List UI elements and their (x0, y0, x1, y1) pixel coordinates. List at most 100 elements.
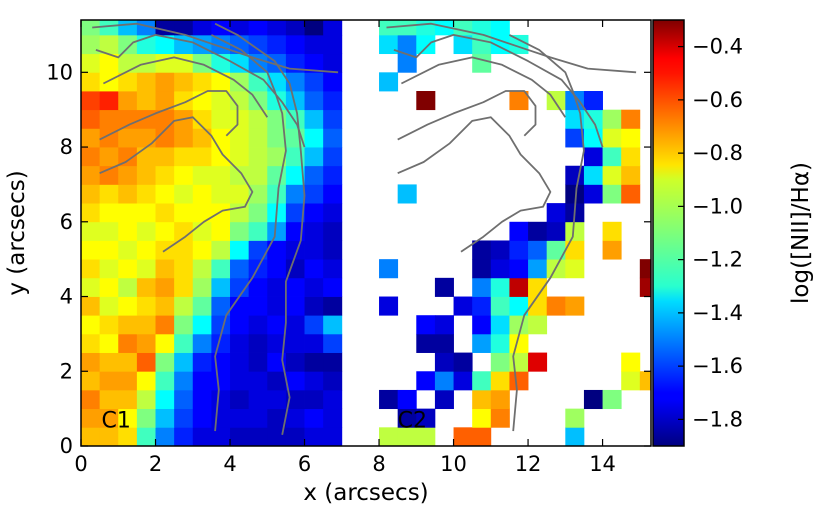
heatmap-cell-c2 (509, 259, 529, 279)
heatmap-cell-c2 (583, 165, 603, 185)
heatmap-cell-c1 (81, 371, 101, 391)
heatmap-cell-c2 (472, 259, 492, 279)
heatmap-cell-c1 (230, 277, 250, 297)
x-tick-label: 8 (372, 452, 385, 476)
heatmap-cell-c1 (248, 315, 268, 335)
heatmap-cell-c1 (285, 333, 305, 353)
heatmap-cell-c1 (230, 240, 250, 260)
heatmap-cell-c1 (136, 147, 156, 167)
heatmap-cell-c1 (99, 20, 119, 36)
heatmap-cell-c1 (81, 408, 101, 428)
heatmap-cell-c1 (230, 72, 250, 92)
heatmap-cell-c1 (136, 165, 156, 185)
heatmap-cell-c1 (285, 277, 305, 297)
heatmap-cell-c2 (434, 352, 454, 372)
heatmap-cell-c1 (155, 427, 175, 446)
contour-line (210, 34, 287, 432)
heatmap-cell-c2 (453, 296, 473, 316)
heatmap-cell-c2 (490, 315, 510, 335)
heatmap-cell-c1 (211, 371, 231, 391)
heatmap-cell-c1 (248, 184, 268, 204)
heatmap-cell-c2 (472, 20, 492, 36)
heatmap-cell-c1 (285, 91, 305, 111)
heatmap-cell-c1 (136, 333, 156, 353)
heatmap-cell-c1 (323, 165, 343, 185)
heatmap-cell-c1 (192, 128, 212, 148)
heatmap-cell-c1 (230, 91, 250, 111)
heatmap-cell-c1 (174, 259, 194, 279)
heatmap-cell-c1 (136, 20, 156, 36)
contour-line (102, 56, 269, 118)
heatmap-cell-c2 (621, 165, 641, 185)
heatmap-cell-c2 (490, 296, 510, 316)
heatmap-cell-c1 (81, 277, 101, 297)
contour-line (400, 56, 567, 118)
heatmap-cell-c2 (621, 184, 641, 204)
heatmap-cell-c1 (267, 315, 287, 335)
heatmap-cell-c1 (248, 277, 268, 297)
heatmap-cell-c1 (99, 296, 119, 316)
heatmap-cell-c1 (118, 165, 138, 185)
heatmap-cell-c1 (155, 34, 175, 55)
heatmap-cell-c1 (118, 427, 138, 446)
heatmap-cell-c1 (118, 91, 138, 111)
heatmap-cell-c1 (192, 389, 212, 410)
heatmap-cell-c2 (472, 53, 492, 73)
heatmap-cell-c1 (136, 259, 156, 279)
heatmap-cell-c1 (99, 221, 119, 241)
heatmap-cell-c1 (192, 277, 212, 297)
heatmap-cell-c1 (192, 333, 212, 353)
heatmap-cell-c1 (323, 53, 343, 73)
heatmap-cell-c1 (248, 371, 268, 391)
heatmap-cell-c1 (118, 34, 138, 55)
heatmap-cell-c2 (602, 221, 622, 241)
heatmap-cell-c2 (639, 259, 651, 279)
heatmap-cell-c2 (453, 34, 473, 55)
heatmap-cell-c1 (99, 408, 119, 428)
heatmap-cell-c1 (285, 165, 305, 185)
heatmap-cell-c1 (304, 109, 324, 129)
heatmap-cell-c1 (192, 53, 212, 73)
heatmap-cell-c1 (136, 72, 156, 92)
heatmap-cell-c1 (211, 109, 231, 129)
heatmap-cell-c1 (267, 259, 287, 279)
heatmap-cell-c1 (323, 389, 343, 410)
heatmap-cell-c1 (155, 91, 175, 111)
heatmap-cell-c2 (639, 277, 651, 297)
heatmap-cell-c2 (472, 389, 492, 410)
heatmap-cell-c1 (155, 277, 175, 297)
heatmap-cell-c2 (565, 91, 585, 111)
heatmap-cell-c1 (155, 221, 175, 241)
heatmap-cell-c1 (99, 371, 119, 391)
heatmap-cell-c2 (565, 259, 585, 279)
heatmap-cell-c2 (397, 34, 417, 55)
heatmap-cell-c1 (118, 259, 138, 279)
heatmap-cell-c2 (528, 352, 548, 372)
heatmap-cell-c1 (285, 184, 305, 204)
heatmap-cell-c1 (192, 315, 212, 335)
heatmap-cell-c1 (99, 333, 119, 353)
heatmap-cell-c1 (99, 277, 119, 297)
heatmap-cell-c2 (472, 333, 492, 353)
heatmap-cell-c1 (248, 427, 268, 446)
heatmap-cell-c2 (490, 408, 510, 428)
heatmap-cell-c1 (136, 184, 156, 204)
heatmap-cell-c1 (304, 371, 324, 391)
heatmap-cell-c1 (323, 408, 343, 428)
heatmap-cell-c1 (267, 128, 287, 148)
heatmap-cell-c1 (81, 352, 101, 372)
heatmap-cell-c1 (230, 221, 250, 241)
heatmap-cell-c1 (248, 20, 268, 36)
heatmap-cell-c1 (155, 352, 175, 372)
heatmap-cell-c1 (304, 333, 324, 353)
heatmap-cell-c2 (472, 408, 492, 428)
heatmap-cell-c1 (248, 203, 268, 223)
contour-lines (92, 22, 637, 435)
heatmap-cell-c1 (174, 128, 194, 148)
heatmap-cell-c2 (583, 147, 603, 167)
plot-frame (80, 19, 652, 447)
y-tick-label: 0 (60, 434, 73, 458)
heatmap-cell-c1 (304, 34, 324, 55)
y-tick-label: 6 (60, 210, 73, 234)
